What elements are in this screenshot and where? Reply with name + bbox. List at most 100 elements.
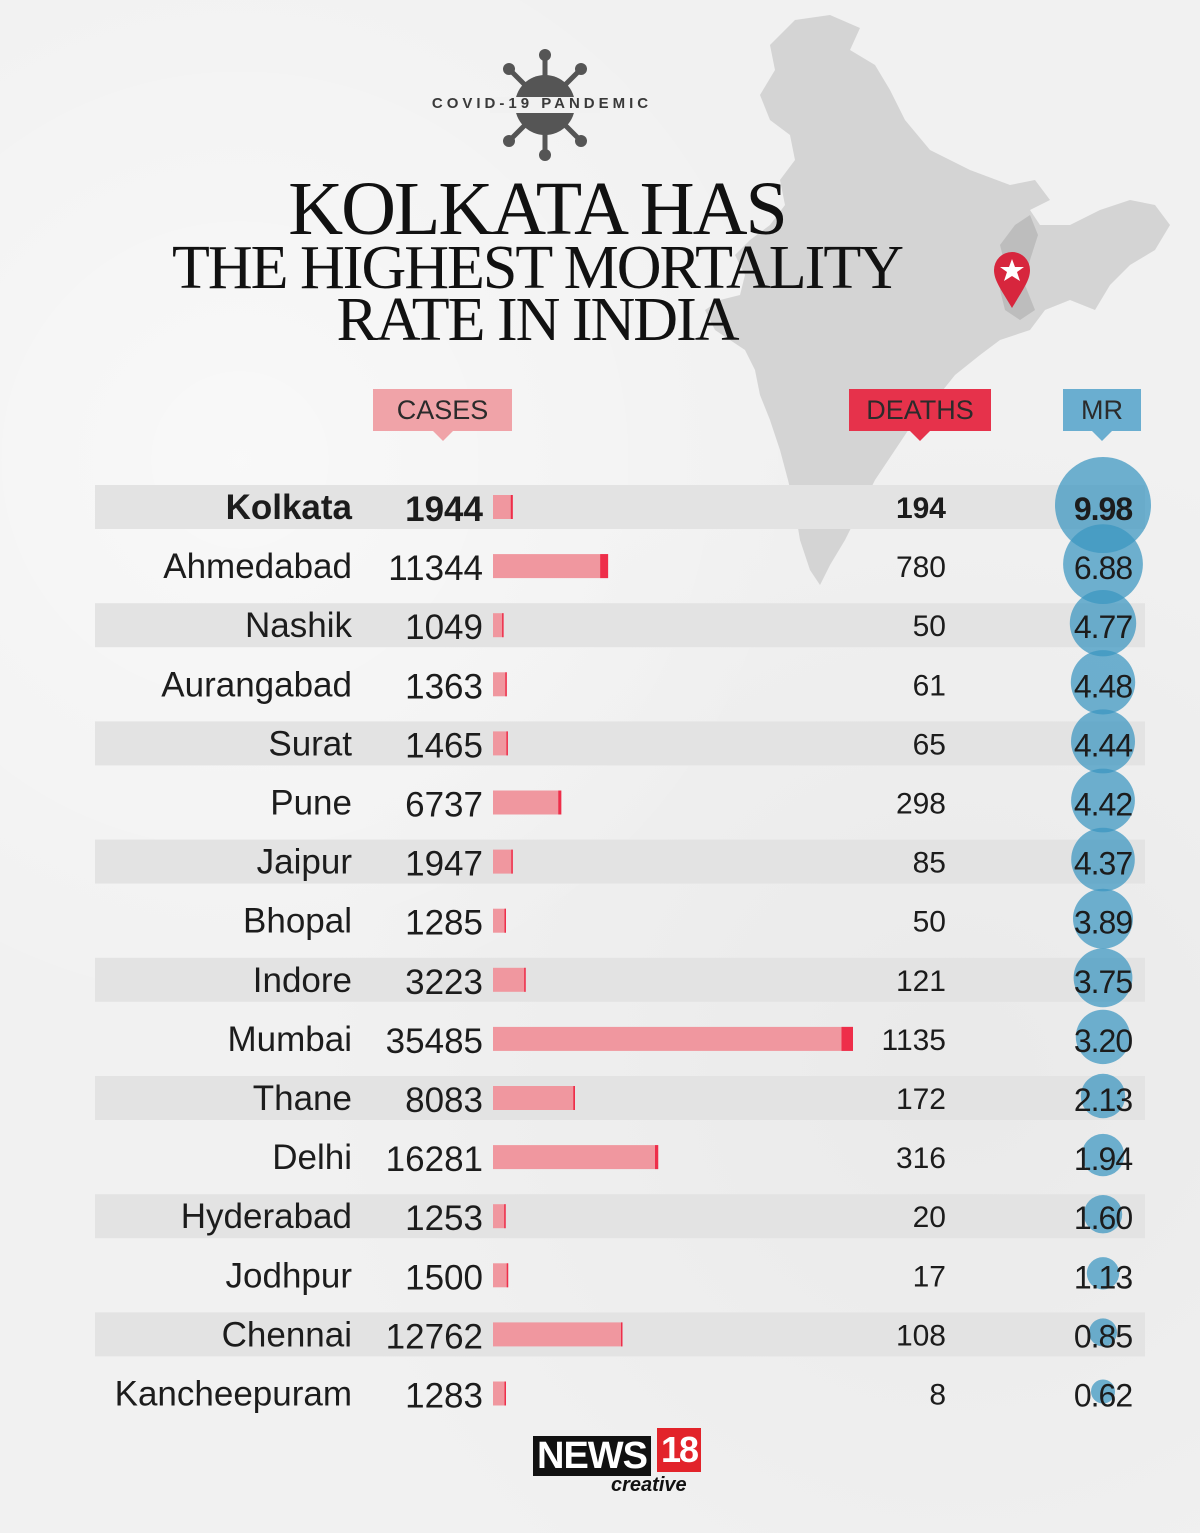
deaths-bar bbox=[510, 495, 513, 519]
logo-news-text: NEWS bbox=[533, 1436, 651, 1476]
cases-bar bbox=[493, 1086, 575, 1110]
cases-value: 1253 bbox=[405, 1199, 483, 1238]
deaths-bar bbox=[506, 731, 508, 756]
row-stripe bbox=[95, 603, 1145, 648]
row-stripe bbox=[95, 485, 1145, 529]
city-label: Pune bbox=[270, 784, 352, 823]
india-map-shape bbox=[705, 15, 1170, 585]
deaths-bar bbox=[621, 1322, 623, 1347]
logo-creative-text: creative bbox=[611, 1474, 687, 1496]
india-map-icon bbox=[705, 15, 1170, 585]
city-label: Nashik bbox=[245, 606, 352, 645]
deaths-value: 61 bbox=[913, 669, 946, 702]
mr-bubble bbox=[1081, 1133, 1125, 1177]
deaths-value: 8 bbox=[929, 1379, 946, 1412]
city-label: Kolkata bbox=[226, 488, 353, 527]
title-line-3: RATE IN INDIA bbox=[336, 286, 739, 354]
mr-value: 6.88 bbox=[1074, 550, 1132, 586]
deaths-value: 1135 bbox=[881, 1024, 946, 1057]
deaths-value: 780 bbox=[896, 551, 946, 584]
mr-value: 3.89 bbox=[1074, 905, 1132, 941]
kicker-label: COVID-19 PANDEMIC bbox=[431, 95, 653, 112]
cases-bar bbox=[493, 554, 609, 579]
city-label: Jaipur bbox=[257, 843, 353, 882]
mr-bubble bbox=[1055, 457, 1151, 553]
city-label: Delhi bbox=[272, 1138, 352, 1177]
cases-column-header: CASES bbox=[373, 389, 512, 441]
city-label: Indore bbox=[253, 961, 352, 1000]
virus-icon bbox=[490, 49, 600, 161]
cases-bar bbox=[493, 967, 526, 992]
cases-bar bbox=[493, 849, 513, 874]
mr-bubble bbox=[1071, 768, 1135, 833]
mr-bubble bbox=[1073, 948, 1133, 1008]
deaths-bar bbox=[502, 613, 504, 638]
mr-bubble bbox=[1075, 1009, 1131, 1065]
mr-bubble bbox=[1073, 888, 1133, 949]
city-label: Bhopal bbox=[243, 902, 352, 941]
mr-value: 1.13 bbox=[1074, 1259, 1132, 1295]
cases-value: 1363 bbox=[405, 667, 483, 706]
deaths-bar bbox=[506, 1263, 509, 1288]
title-line-2: THE HIGHEST MORTALITY bbox=[172, 234, 904, 302]
city-label: Chennai bbox=[222, 1315, 352, 1354]
mr-bubble bbox=[1083, 1195, 1123, 1234]
cases-bar bbox=[493, 1026, 853, 1051]
cases-bar bbox=[493, 1322, 623, 1347]
row-stripe bbox=[95, 721, 1145, 766]
mr-value: 1.94 bbox=[1074, 1141, 1132, 1177]
row-stripe bbox=[95, 957, 1145, 1002]
mr-value: 4.37 bbox=[1074, 846, 1132, 882]
city-label: Surat bbox=[268, 724, 352, 763]
mr-bubble bbox=[1071, 827, 1135, 892]
cases-value: 16281 bbox=[386, 1140, 483, 1179]
location-pin-icon bbox=[994, 252, 1030, 308]
mr-value: 4.42 bbox=[1074, 787, 1132, 823]
cases-bar bbox=[493, 908, 506, 933]
cases-value: 35485 bbox=[386, 1022, 483, 1061]
cases-value: 8083 bbox=[405, 1081, 483, 1120]
row-stripe bbox=[95, 839, 1145, 884]
cases-value: 1283 bbox=[405, 1377, 483, 1416]
cases-bar bbox=[493, 672, 507, 697]
city-label: Aurangabad bbox=[161, 665, 352, 704]
deaths-bar bbox=[524, 967, 526, 992]
cases-bar bbox=[493, 1204, 506, 1229]
deaths-bar bbox=[841, 1026, 853, 1051]
cases-value: 6737 bbox=[405, 786, 483, 825]
deaths-value: 85 bbox=[913, 847, 946, 880]
mr-value: 0.85 bbox=[1074, 1318, 1132, 1354]
city-label: Ahmedabad bbox=[163, 547, 352, 586]
deaths-bar bbox=[600, 554, 609, 579]
deaths-bar bbox=[504, 908, 506, 933]
cases-value: 1500 bbox=[405, 1258, 483, 1297]
city-label: Kancheepuram bbox=[115, 1375, 352, 1414]
title-line-1: KOLKATA HAS bbox=[288, 167, 788, 251]
deaths-value: 172 bbox=[896, 1083, 946, 1116]
deaths-value: 50 bbox=[913, 906, 946, 939]
deaths-value: 108 bbox=[896, 1319, 946, 1352]
mr-bubble bbox=[1069, 590, 1137, 657]
mr-bubble bbox=[1086, 1257, 1120, 1290]
mr-bubble bbox=[1071, 709, 1135, 774]
deaths-value: 65 bbox=[913, 728, 946, 761]
logo-18-badge: 18 bbox=[657, 1428, 701, 1472]
cases-value: 1947 bbox=[405, 845, 483, 884]
deaths-column-header: DEATHS bbox=[849, 389, 991, 441]
mr-value: 2.13 bbox=[1074, 1082, 1132, 1118]
cases-value: 12762 bbox=[386, 1317, 483, 1356]
deaths-value: 316 bbox=[896, 1142, 946, 1175]
mr-value: 3.20 bbox=[1074, 1023, 1132, 1059]
cases-bar bbox=[493, 495, 513, 519]
deaths-value: 17 bbox=[913, 1260, 946, 1293]
cases-value: 1465 bbox=[405, 726, 483, 765]
mr-bubble bbox=[1063, 524, 1143, 604]
deaths-bar bbox=[504, 1381, 506, 1406]
cases-bar bbox=[493, 1263, 509, 1288]
cases-bar bbox=[493, 731, 508, 756]
deaths-value: 298 bbox=[896, 788, 946, 821]
mr-value: 4.44 bbox=[1074, 727, 1132, 763]
deaths-bar bbox=[504, 1204, 506, 1229]
mr-column-header: MR bbox=[1063, 389, 1141, 441]
row-stripe bbox=[95, 1076, 1145, 1120]
